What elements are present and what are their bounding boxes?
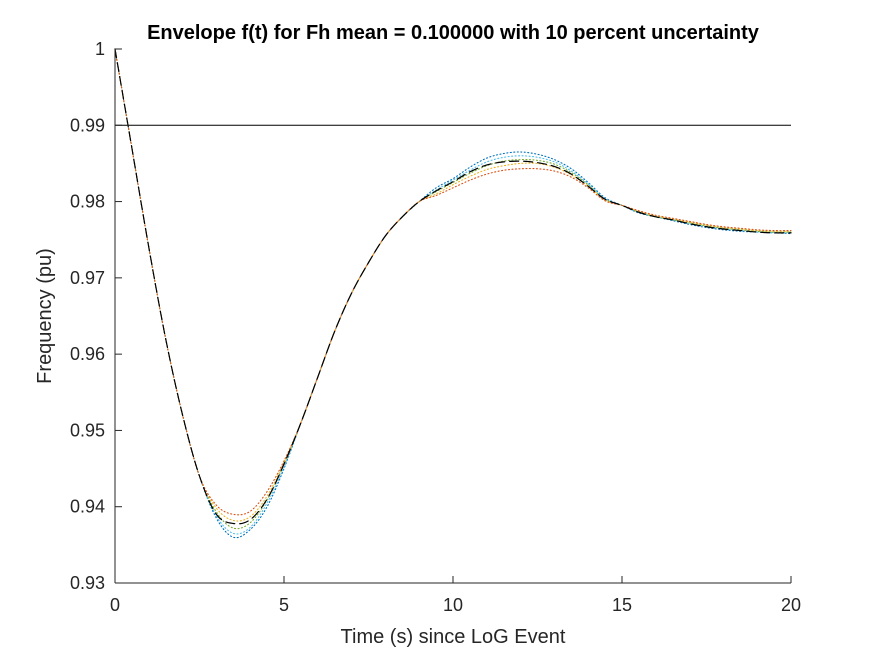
x-tick-label: 5 bbox=[279, 595, 289, 615]
series-line-1-dotted bbox=[114, 48, 792, 539]
chart-title: Envelope f(t) for Fh mean = 0.100000 wit… bbox=[147, 22, 760, 44]
y-tick-label: 0.94 bbox=[70, 497, 105, 517]
y-tick-label: 1 bbox=[95, 39, 105, 59]
x-tick-label: 20 bbox=[781, 595, 801, 615]
y-tick-label: 0.93 bbox=[70, 573, 105, 593]
y-axis-label: Frequency (pu) bbox=[34, 248, 56, 384]
series-line-2-dotted bbox=[114, 48, 792, 535]
series-line-5-dotted bbox=[114, 48, 792, 516]
y-tick-label: 0.99 bbox=[70, 115, 105, 135]
series-layer bbox=[114, 48, 792, 539]
y-tick-label: 0.95 bbox=[70, 420, 105, 440]
x-tick-label: 0 bbox=[110, 595, 120, 615]
x-axis-label: Time (s) since LoG Event bbox=[341, 626, 566, 648]
axes-layer: 0 5 10 15 20 0.93 0.94 0.95 0.96 0.97 0.98 0.99 1 bbox=[70, 39, 801, 615]
series-line-4-dotted bbox=[114, 48, 792, 522]
series-line-6-dashed bbox=[114, 48, 792, 525]
series-line-3-dotted bbox=[114, 48, 792, 530]
y-tick-label: 0.97 bbox=[70, 268, 105, 288]
label-layer: Envelope f(t) for Fh mean = 0.100000 wit… bbox=[34, 22, 760, 648]
y-tick-label: 0.98 bbox=[70, 192, 105, 212]
y-tick-label: 0.96 bbox=[70, 344, 105, 364]
x-tick-label: 10 bbox=[443, 595, 463, 615]
x-tick-label: 15 bbox=[612, 595, 632, 615]
